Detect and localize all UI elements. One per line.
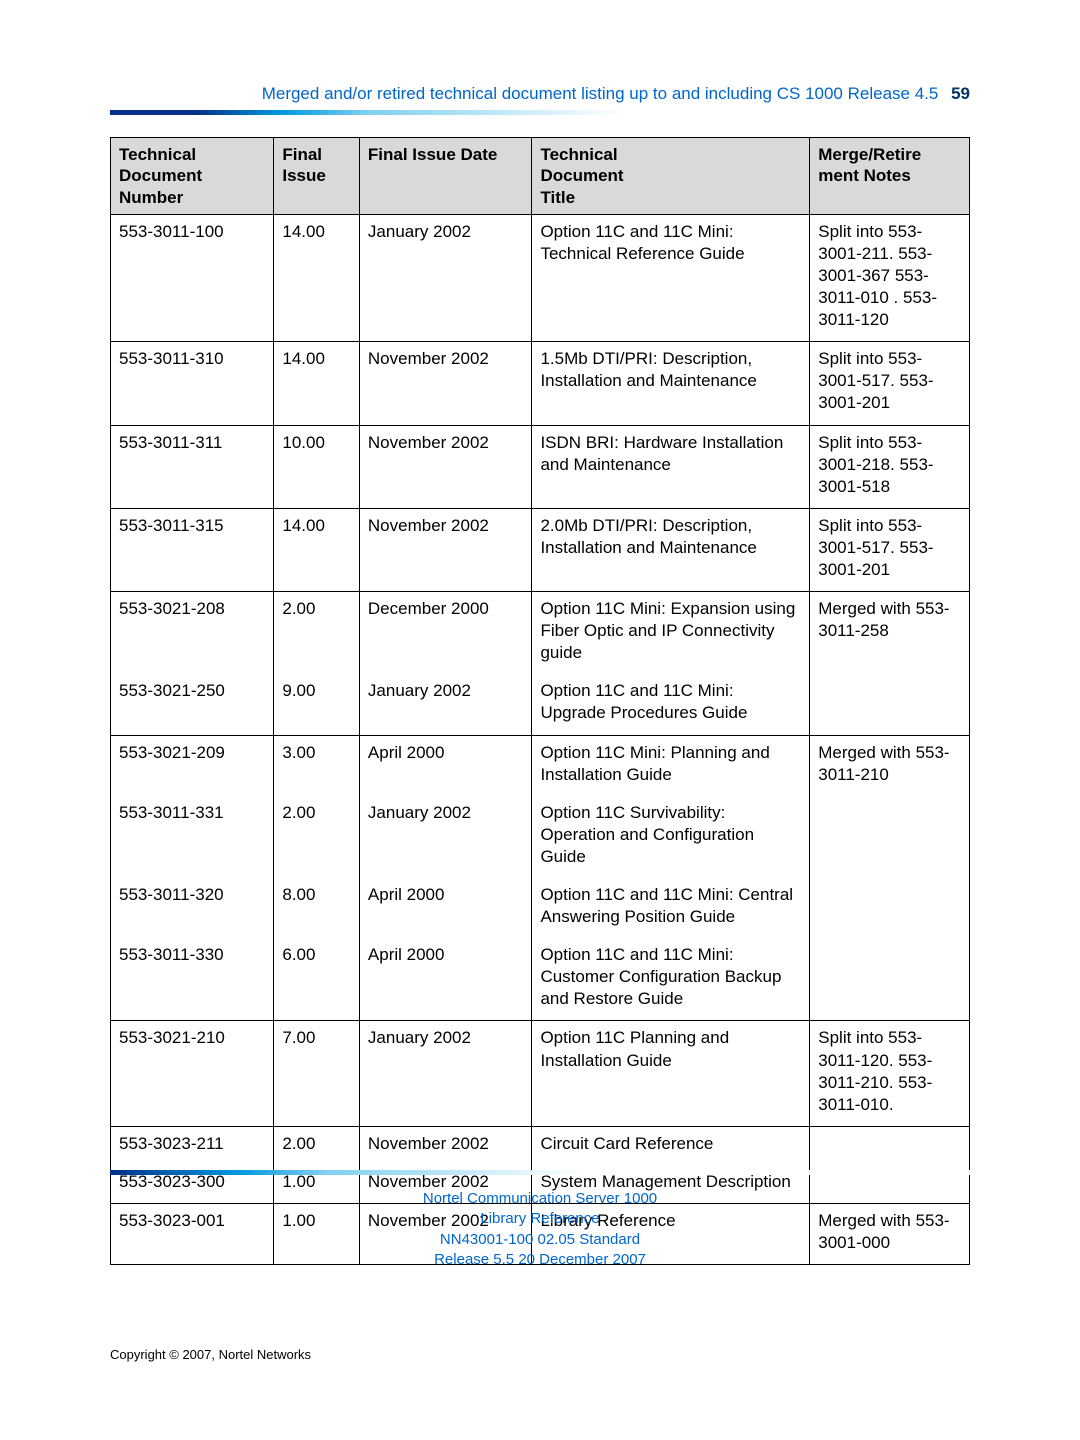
cell-issue: 2.00 [274, 592, 360, 675]
cell-number: 553-3021-209 [111, 735, 274, 796]
cell-date: November 2002 [359, 508, 532, 591]
cell-date: November 2002 [359, 425, 532, 508]
document-table: TechnicalDocumentNumber FinalIssue Final… [110, 137, 970, 1265]
cell-notes [810, 1126, 970, 1165]
table-row: 553-3021-2082.00December 2000Option 11C … [111, 592, 970, 675]
table-row: 553-3011-31110.00November 2002ISDN BRI: … [111, 425, 970, 508]
cell-number: 553-3011-100 [111, 214, 274, 341]
table-row: 553-3021-2093.00April 2000Option 11C Min… [111, 735, 970, 796]
cell-date: January 2002 [359, 1021, 532, 1126]
cell-title: Option 11C and 11C Mini: Technical Refer… [532, 214, 810, 341]
page-number: 59 [951, 84, 970, 103]
table-row: 553-3021-2509.00January 2002Option 11C a… [111, 674, 970, 735]
cell-notes: Merged with 553-3011-210 [810, 735, 970, 796]
footer-line1: Nortel Communication Server 1000 [0, 1189, 1080, 1209]
col-header-title: TechnicalDocumentTitle [532, 138, 810, 215]
table-row: 553-3011-10014.00January 2002Option 11C … [111, 214, 970, 341]
footer-line4: Release 5.5 20 December 2007 [0, 1250, 1080, 1270]
cell-title: Option 11C Mini: Planning and Installati… [532, 735, 810, 796]
cell-date: April 2000 [359, 878, 532, 938]
cell-notes: Split into 553-3011-120. 553-3011-210. 5… [810, 1021, 970, 1126]
cell-number: 553-3011-310 [111, 342, 274, 425]
cell-number: 553-3021-250 [111, 674, 274, 735]
cell-issue: 3.00 [274, 735, 360, 796]
cell-title: 2.0Mb DTI/PRI: Description, Installation… [532, 508, 810, 591]
footer-line3: NN43001-100 02.05 Standard [0, 1230, 1080, 1250]
cell-date: December 2000 [359, 592, 532, 675]
cell-issue: 14.00 [274, 214, 360, 341]
cell-number: 553-3011-315 [111, 508, 274, 591]
cell-title: Circuit Card Reference [532, 1126, 810, 1165]
cell-date: April 2000 [359, 735, 532, 796]
cell-issue: 6.00 [274, 938, 360, 1021]
table-body: 553-3011-10014.00January 2002Option 11C … [111, 214, 970, 1264]
col-header-notes: Merge/Retirement Notes [810, 138, 970, 215]
cell-number: 553-3021-208 [111, 592, 274, 675]
cell-title: ISDN BRI: Hardware Installation and Main… [532, 425, 810, 508]
cell-notes [810, 938, 970, 1021]
footer-text-block: Nortel Communication Server 1000 Library… [0, 1189, 1080, 1270]
cell-date: January 2002 [359, 796, 532, 878]
cell-notes [810, 674, 970, 735]
cell-notes: Split into 553-3001-211. 553-3001-367 55… [810, 214, 970, 341]
cell-number: 553-3021-210 [111, 1021, 274, 1126]
header-title: Merged and/or retired technical document… [262, 84, 939, 103]
cell-number: 553-3011-330 [111, 938, 274, 1021]
table-row: 553-3023-2112.00November 2002Circuit Car… [111, 1126, 970, 1165]
table-row: 553-3011-31514.00November 20022.0Mb DTI/… [111, 508, 970, 591]
cell-title: Option 11C and 11C Mini: Central Answeri… [532, 878, 810, 938]
cell-notes: Split into 553-3001-517. 553-3001-201 [810, 342, 970, 425]
cell-notes [810, 878, 970, 938]
cell-date: January 2002 [359, 674, 532, 735]
footer-gradient-bar [110, 1170, 970, 1175]
cell-notes [810, 796, 970, 878]
cell-issue: 2.00 [274, 1126, 360, 1165]
table-row: 553-3011-3312.00January 2002Option 11C S… [111, 796, 970, 878]
col-header-issue: FinalIssue [274, 138, 360, 215]
cell-notes: Split into 553-3001-218. 553-3001-518 [810, 425, 970, 508]
cell-issue: 8.00 [274, 878, 360, 938]
table-row: 553-3011-31014.00November 20021.5Mb DTI/… [111, 342, 970, 425]
cell-issue: 9.00 [274, 674, 360, 735]
col-header-number: TechnicalDocumentNumber [111, 138, 274, 215]
cell-issue: 14.00 [274, 508, 360, 591]
table-row: 553-3011-3208.00April 2000Option 11C and… [111, 878, 970, 938]
cell-number: 553-3023-211 [111, 1126, 274, 1165]
cell-number: 553-3011-320 [111, 878, 274, 938]
cell-date: November 2002 [359, 342, 532, 425]
page-header: Merged and/or retired technical document… [110, 84, 970, 104]
col-header-date: Final Issue Date [359, 138, 532, 215]
cell-issue: 2.00 [274, 796, 360, 878]
footer-line2: Library Reference [0, 1209, 1080, 1229]
cell-date: November 2002 [359, 1126, 532, 1165]
cell-issue: 14.00 [274, 342, 360, 425]
table-row: 553-3011-3306.00April 2000Option 11C and… [111, 938, 970, 1021]
cell-title: Option 11C and 11C Mini: Upgrade Procedu… [532, 674, 810, 735]
header-gradient-bar [110, 110, 970, 115]
cell-title: 1.5Mb DTI/PRI: Description, Installation… [532, 342, 810, 425]
page-footer: Nortel Communication Server 1000 Library… [0, 1170, 1080, 1270]
table-header-row: TechnicalDocumentNumber FinalIssue Final… [111, 138, 970, 215]
cell-title: Option 11C and 11C Mini: Customer Config… [532, 938, 810, 1021]
cell-notes: Merged with 553-3011-258 [810, 592, 970, 675]
cell-title: Option 11C Survivability: Operation and … [532, 796, 810, 878]
cell-date: January 2002 [359, 214, 532, 341]
copyright-text: Copyright © 2007, Nortel Networks [110, 1347, 311, 1362]
cell-issue: 10.00 [274, 425, 360, 508]
table-row: 553-3021-2107.00January 2002Option 11C P… [111, 1021, 970, 1126]
cell-notes: Split into 553-3001-517. 553-3001-201 [810, 508, 970, 591]
cell-number: 553-3011-311 [111, 425, 274, 508]
cell-issue: 7.00 [274, 1021, 360, 1126]
cell-title: Option 11C Mini: Expansion using Fiber O… [532, 592, 810, 675]
cell-number: 553-3011-331 [111, 796, 274, 878]
cell-title: Option 11C Planning and Installation Gui… [532, 1021, 810, 1126]
cell-date: April 2000 [359, 938, 532, 1021]
